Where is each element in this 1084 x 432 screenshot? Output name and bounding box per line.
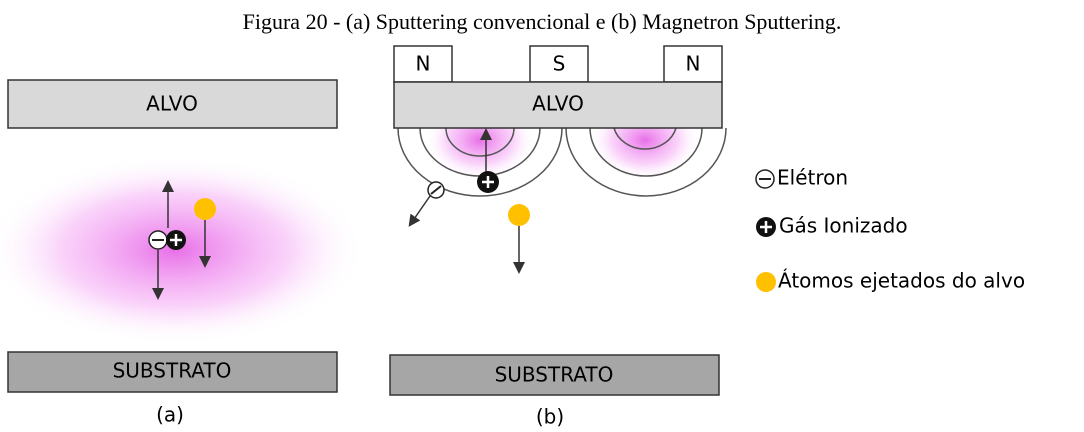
- atom: [194, 198, 216, 220]
- arrow: [412, 196, 430, 222]
- target-label: ALVO: [532, 92, 584, 116]
- panel-label: (a): [156, 403, 184, 427]
- magnet-label: N: [686, 52, 701, 76]
- panel-label: (b): [536, 405, 564, 429]
- legend-atom-icon: [756, 272, 776, 292]
- magnet-label: N: [416, 52, 431, 76]
- atom: [508, 204, 530, 226]
- plasma: [0, 155, 365, 345]
- figure-title: Figura 20 - (a) Sputtering convencional …: [243, 9, 842, 34]
- substrate-label: SUBSTRATO: [495, 363, 614, 387]
- ion: [166, 230, 186, 250]
- target-label: ALVO: [146, 92, 198, 116]
- ion: [477, 171, 499, 193]
- diagram: Figura 20 - (a) Sputtering convencional …: [0, 0, 1084, 432]
- legend-label: Elétron: [777, 166, 848, 190]
- electron: [149, 231, 167, 249]
- substrate-label: SUBSTRATO: [113, 359, 232, 383]
- legend-ion-icon: [756, 217, 776, 237]
- legend-label: Átomos ejetados do alvo: [778, 269, 1025, 293]
- electron: [428, 182, 444, 198]
- magnet-label: S: [553, 52, 566, 76]
- legend-electron-icon: [756, 170, 774, 188]
- legend-label: Gás Ionizado: [779, 214, 908, 238]
